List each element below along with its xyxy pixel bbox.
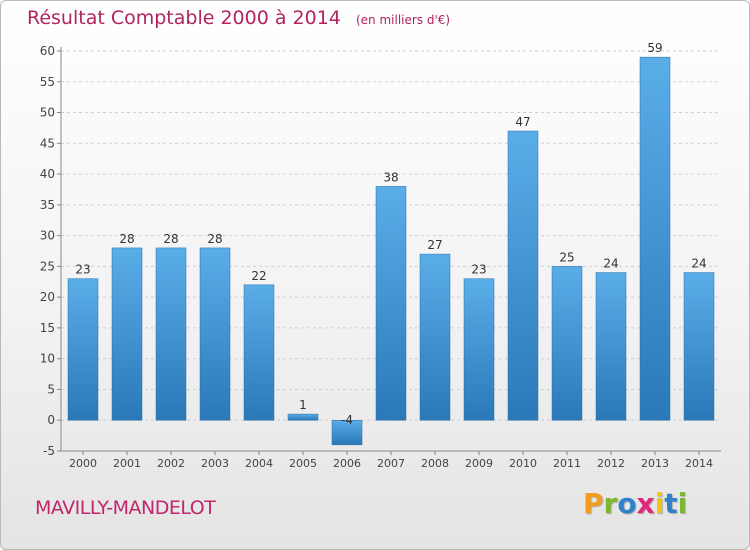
bar-2005 — [287, 413, 319, 421]
data-label: 23 — [75, 263, 90, 277]
logo-letter: i — [654, 487, 665, 520]
x-tick-label: 2009 — [465, 457, 493, 470]
x-tick-label: 2005 — [289, 457, 317, 470]
x-tick-label: 2002 — [157, 457, 185, 470]
x-tick-label: 2004 — [245, 457, 273, 470]
x-tick-label: 2001 — [113, 457, 141, 470]
data-label: 28 — [119, 232, 134, 246]
x-tick-label: 2010 — [509, 457, 537, 470]
data-label: 24 — [691, 257, 706, 271]
data-label: 38 — [383, 170, 398, 184]
data-label: 1 — [299, 398, 307, 412]
x-tick-label: 2003 — [201, 457, 229, 470]
chart-unit: (en milliers d'€) — [355, 13, 451, 27]
logo-letter: r — [603, 487, 618, 520]
y-tick-label: 45 — [40, 136, 55, 150]
chart-title-block: Résultat Comptable 2000 à 2014 (en milli… — [27, 7, 450, 29]
data-labels: 23 28 28 28 22 1 -4 38 27 23 47 25 24 59 24 — [75, 41, 706, 427]
y-tick-label: 55 — [40, 75, 55, 89]
bar-2007 — [375, 186, 407, 421]
x-tick-label: 2006 — [333, 457, 361, 470]
logo-letter: i — [677, 487, 688, 520]
bar-2008 — [419, 253, 451, 421]
bar-2006 — [331, 419, 363, 446]
chart-title: Résultat Comptable 2000 à 2014 — [27, 7, 341, 29]
bar-2013 — [639, 56, 671, 421]
bar-2002 — [155, 247, 187, 421]
x-tick-label: 2014 — [685, 457, 713, 470]
data-label: 59 — [647, 41, 662, 55]
y-tick-label: 30 — [40, 229, 55, 243]
y-tick-label: 0 — [47, 413, 55, 427]
bar-2010 — [507, 130, 539, 421]
x-tick-label: 2008 — [421, 457, 449, 470]
y-tick-label: 10 — [40, 352, 55, 366]
data-label: -4 — [341, 413, 353, 427]
proxiti-logo[interactable]: Proxiti — [583, 487, 687, 520]
data-label: 25 — [559, 250, 574, 264]
y-tick-label: 15 — [40, 321, 55, 335]
y-tick-label: 60 — [40, 44, 55, 58]
bar-2004 — [243, 284, 275, 421]
axes: -5 0 5 10 15 20 25 30 35 40 45 50 55 60 2000 2001 2002 20… — [40, 44, 721, 470]
logo-letter: o — [617, 487, 637, 520]
bar-2009 — [463, 278, 495, 421]
logo-letter: P — [583, 487, 604, 520]
y-tick-label: 25 — [40, 259, 55, 273]
bar-2011 — [551, 266, 583, 421]
data-label: 28 — [163, 232, 178, 246]
logo-letter: x — [636, 487, 655, 520]
data-label: 27 — [427, 238, 442, 252]
data-label: 47 — [515, 115, 530, 129]
data-label: 28 — [207, 232, 222, 246]
x-tick-label: 2007 — [377, 457, 405, 470]
bars — [67, 56, 715, 446]
y-tick-label: 5 — [47, 382, 55, 396]
y-tick-label: 40 — [40, 167, 55, 181]
data-label: 24 — [603, 257, 618, 271]
logo-letter: t — [664, 487, 678, 520]
bar-2000 — [67, 278, 99, 421]
bar-2014 — [683, 272, 715, 421]
y-tick-label: 35 — [40, 198, 55, 212]
bar-2003 — [199, 247, 231, 421]
x-tick-label: 2000 — [69, 457, 97, 470]
bar-2012 — [595, 272, 627, 421]
commune-name: MAVILLY-MANDELOT — [35, 497, 216, 519]
data-label: 22 — [251, 269, 266, 283]
y-tick-label: 20 — [40, 290, 55, 304]
y-tick-label: -5 — [43, 444, 55, 458]
bar-2001 — [111, 247, 143, 421]
x-tick-label: 2011 — [553, 457, 581, 470]
data-label: 23 — [471, 263, 486, 277]
x-tick-label: 2013 — [641, 457, 669, 470]
y-tick-label: 50 — [40, 106, 55, 120]
x-tick-label: 2012 — [597, 457, 625, 470]
